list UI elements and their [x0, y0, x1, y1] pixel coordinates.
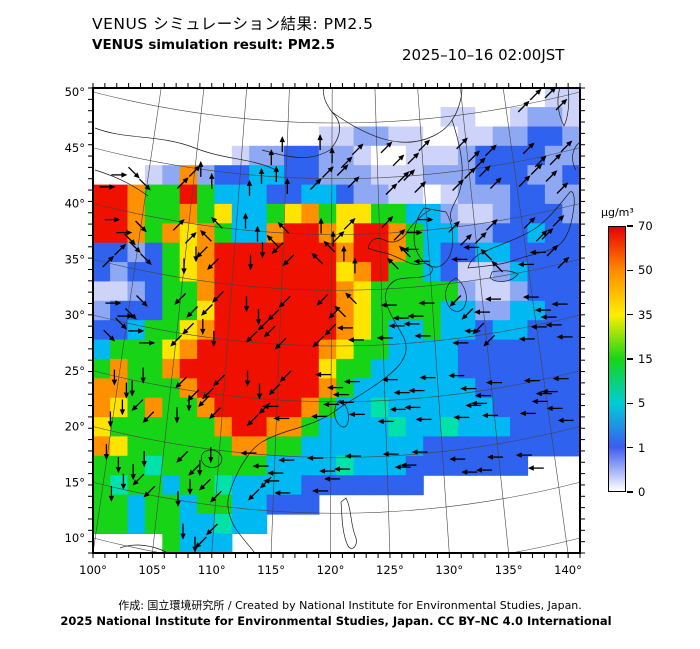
lat-tick-label: 40° — [65, 197, 85, 211]
axis-labels: 100° 105° 110° 115° 120° 125° 130° 135° 140° 50° 4… — [65, 85, 582, 577]
legend-unit-label: µg/m³ — [601, 206, 634, 219]
lon-tick-label: 130° — [435, 563, 463, 577]
page-title-english: VENUS simulation result: PM2.5 — [92, 37, 335, 53]
lat-tick-label: 15° — [65, 475, 85, 489]
legend-tick-label: 50 — [638, 263, 653, 278]
lon-tick-label: 110° — [198, 563, 226, 577]
wind-vector-layer — [99, 88, 574, 553]
timestamp: 2025–10–16 02:00JST — [402, 46, 565, 64]
heatmap-layer — [93, 88, 580, 553]
credit-line: 作成: 国立環境研究所 / Created by National Instit… — [118, 599, 582, 612]
legend-tick-label: 0 — [638, 485, 646, 499]
legend-tick-label: 5 — [638, 396, 646, 411]
lon-tick-label: 100° — [79, 563, 107, 577]
legend-tick-label: 15 — [638, 352, 653, 366]
lat-tick-label: 45° — [65, 141, 85, 155]
colorbar-legend: µg/m³ 70 50 35 15 5 1 0 — [596, 200, 700, 512]
lat-tick-label: 35° — [65, 252, 85, 266]
colorbar-gradient — [608, 226, 626, 492]
legend-tick-mark — [627, 402, 633, 405]
coastline-layer — [94, 88, 580, 553]
lat-tick-label: 30° — [65, 308, 85, 322]
legend-tick-label: 35 — [638, 307, 653, 322]
license-line: 2025 National Institute for Environmenta… — [60, 614, 612, 628]
legend-tick-mark — [627, 225, 633, 227]
lon-tick-label: 135° — [495, 563, 523, 577]
legend-tick-mark — [627, 269, 633, 272]
legend-tick-label: 70 — [638, 219, 653, 233]
graticule-layer — [93, 88, 580, 553]
lon-tick-label: 125° — [376, 563, 404, 577]
legend-tick-label: 1 — [638, 440, 646, 455]
lat-tick-label: 50° — [65, 85, 85, 99]
lat-tick-label: 25° — [65, 364, 85, 378]
legend-tick-mark — [627, 446, 633, 449]
lon-tick-label: 115° — [257, 563, 285, 577]
legend-tick-mark — [627, 491, 633, 493]
lat-tick-label: 10° — [65, 531, 85, 545]
lon-tick-label: 105° — [139, 563, 167, 577]
legend-tick-mark — [627, 313, 633, 316]
lat-tick-label: 20° — [65, 420, 85, 434]
lon-tick-label: 120° — [317, 563, 345, 577]
lon-tick-label: 140° — [554, 563, 582, 577]
page-title-japanese: VENUS シミュレーション結果: PM2.5 — [92, 15, 374, 33]
legend-tick-mark — [627, 358, 633, 360]
map-frame — [88, 83, 585, 558]
